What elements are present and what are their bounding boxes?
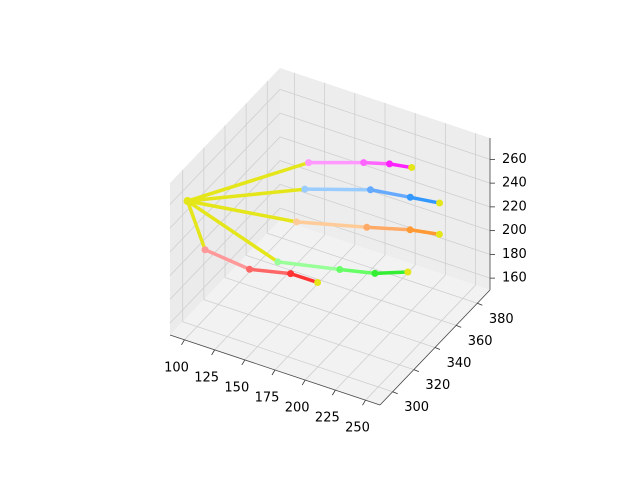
- palm-line: [185, 199, 280, 264]
- x-tick-label: 125: [194, 370, 219, 385]
- finger-segment: [373, 270, 410, 276]
- x-tick: [211, 349, 215, 356]
- finger-segment: [294, 220, 369, 230]
- wrist-point: [183, 197, 192, 206]
- z-tick-label: 200: [502, 223, 527, 238]
- joint-point: [363, 223, 371, 231]
- finger-segment: [368, 187, 413, 200]
- z-tick-label: 220: [502, 199, 527, 214]
- grid-line: [169, 184, 281, 300]
- joint-point: [287, 270, 295, 278]
- grid-line: [203, 299, 414, 370]
- x-tick: [362, 399, 366, 406]
- x-tick-label: 225: [315, 411, 340, 426]
- joint-point: [292, 218, 300, 226]
- y-tick-label: 360: [468, 334, 493, 349]
- grid-line: [279, 207, 491, 279]
- y-tick: [392, 391, 398, 395]
- joint-point: [385, 160, 393, 168]
- finger-segment: [288, 271, 320, 285]
- x-tick-label: 175: [255, 391, 280, 406]
- grid-line: [169, 136, 281, 253]
- grid-line: [182, 321, 393, 393]
- finger-segment: [408, 228, 442, 237]
- finger-segment: [247, 267, 293, 276]
- y-tick: [477, 302, 483, 306]
- y-tick-label: 380: [489, 312, 514, 327]
- joint-point: [201, 246, 209, 254]
- joint-point: [366, 186, 374, 194]
- finger-segment: [387, 162, 414, 170]
- joint-point: [436, 199, 444, 207]
- palm-line: [185, 199, 299, 224]
- joint-point: [406, 226, 414, 234]
- x-tick: [181, 339, 185, 346]
- joint-point: [314, 278, 322, 286]
- palm-line: [185, 160, 311, 203]
- x-axis-line: [169, 334, 381, 406]
- joint-point: [301, 185, 309, 193]
- grid-line: [279, 183, 491, 255]
- y-axis-line: [379, 289, 491, 406]
- finger-segment: [365, 225, 412, 232]
- grid-line: [279, 136, 491, 208]
- grid-line: [279, 160, 491, 232]
- palm-line: [185, 199, 207, 252]
- z-tick-label: 160: [502, 271, 527, 286]
- x-tick: [241, 359, 246, 366]
- finger-segment: [361, 160, 392, 166]
- y-tick-label: 320: [425, 378, 450, 393]
- joint-point: [305, 159, 313, 167]
- y-tick: [456, 325, 462, 328]
- x-tick-label: 200: [285, 401, 310, 416]
- finger-segment: [303, 187, 373, 192]
- grid-line: [279, 112, 491, 184]
- x-tick: [301, 379, 306, 386]
- grid-line: [267, 232, 478, 304]
- y-tick: [413, 369, 419, 372]
- grid-line: [169, 160, 281, 276]
- joint-point: [274, 258, 282, 266]
- joint-point: [435, 230, 443, 238]
- y-tick: [434, 347, 441, 350]
- grid-line: [279, 88, 491, 160]
- joint-point: [360, 159, 368, 167]
- grid-line: [169, 89, 281, 205]
- grid-line: [246, 255, 457, 326]
- x-tick-label: 250: [345, 421, 370, 436]
- palm-line: [185, 187, 307, 203]
- z-tick-label: 180: [502, 247, 527, 262]
- grid-line: [169, 112, 281, 229]
- joint-point: [408, 164, 416, 172]
- y-tick-label: 340: [447, 356, 472, 371]
- grid-line: [224, 277, 436, 348]
- joint-point: [404, 268, 412, 276]
- joint-point: [336, 266, 344, 274]
- x-tick: [332, 389, 336, 396]
- finger-segment: [203, 247, 252, 271]
- finger-segment: [276, 260, 342, 272]
- x-tick: [271, 369, 276, 376]
- finger-segment: [408, 195, 442, 205]
- joint-point: [246, 265, 254, 273]
- z-tick-label: 260: [502, 152, 527, 167]
- y-tick-label: 300: [404, 400, 429, 415]
- z-tick-label: 240: [502, 176, 527, 191]
- joint-point: [371, 269, 379, 277]
- x-tick-label: 150: [224, 380, 249, 395]
- joint-point: [406, 193, 414, 201]
- finger-segment: [338, 267, 377, 276]
- grid-line: [169, 207, 281, 324]
- x-tick-label: 100: [164, 360, 189, 375]
